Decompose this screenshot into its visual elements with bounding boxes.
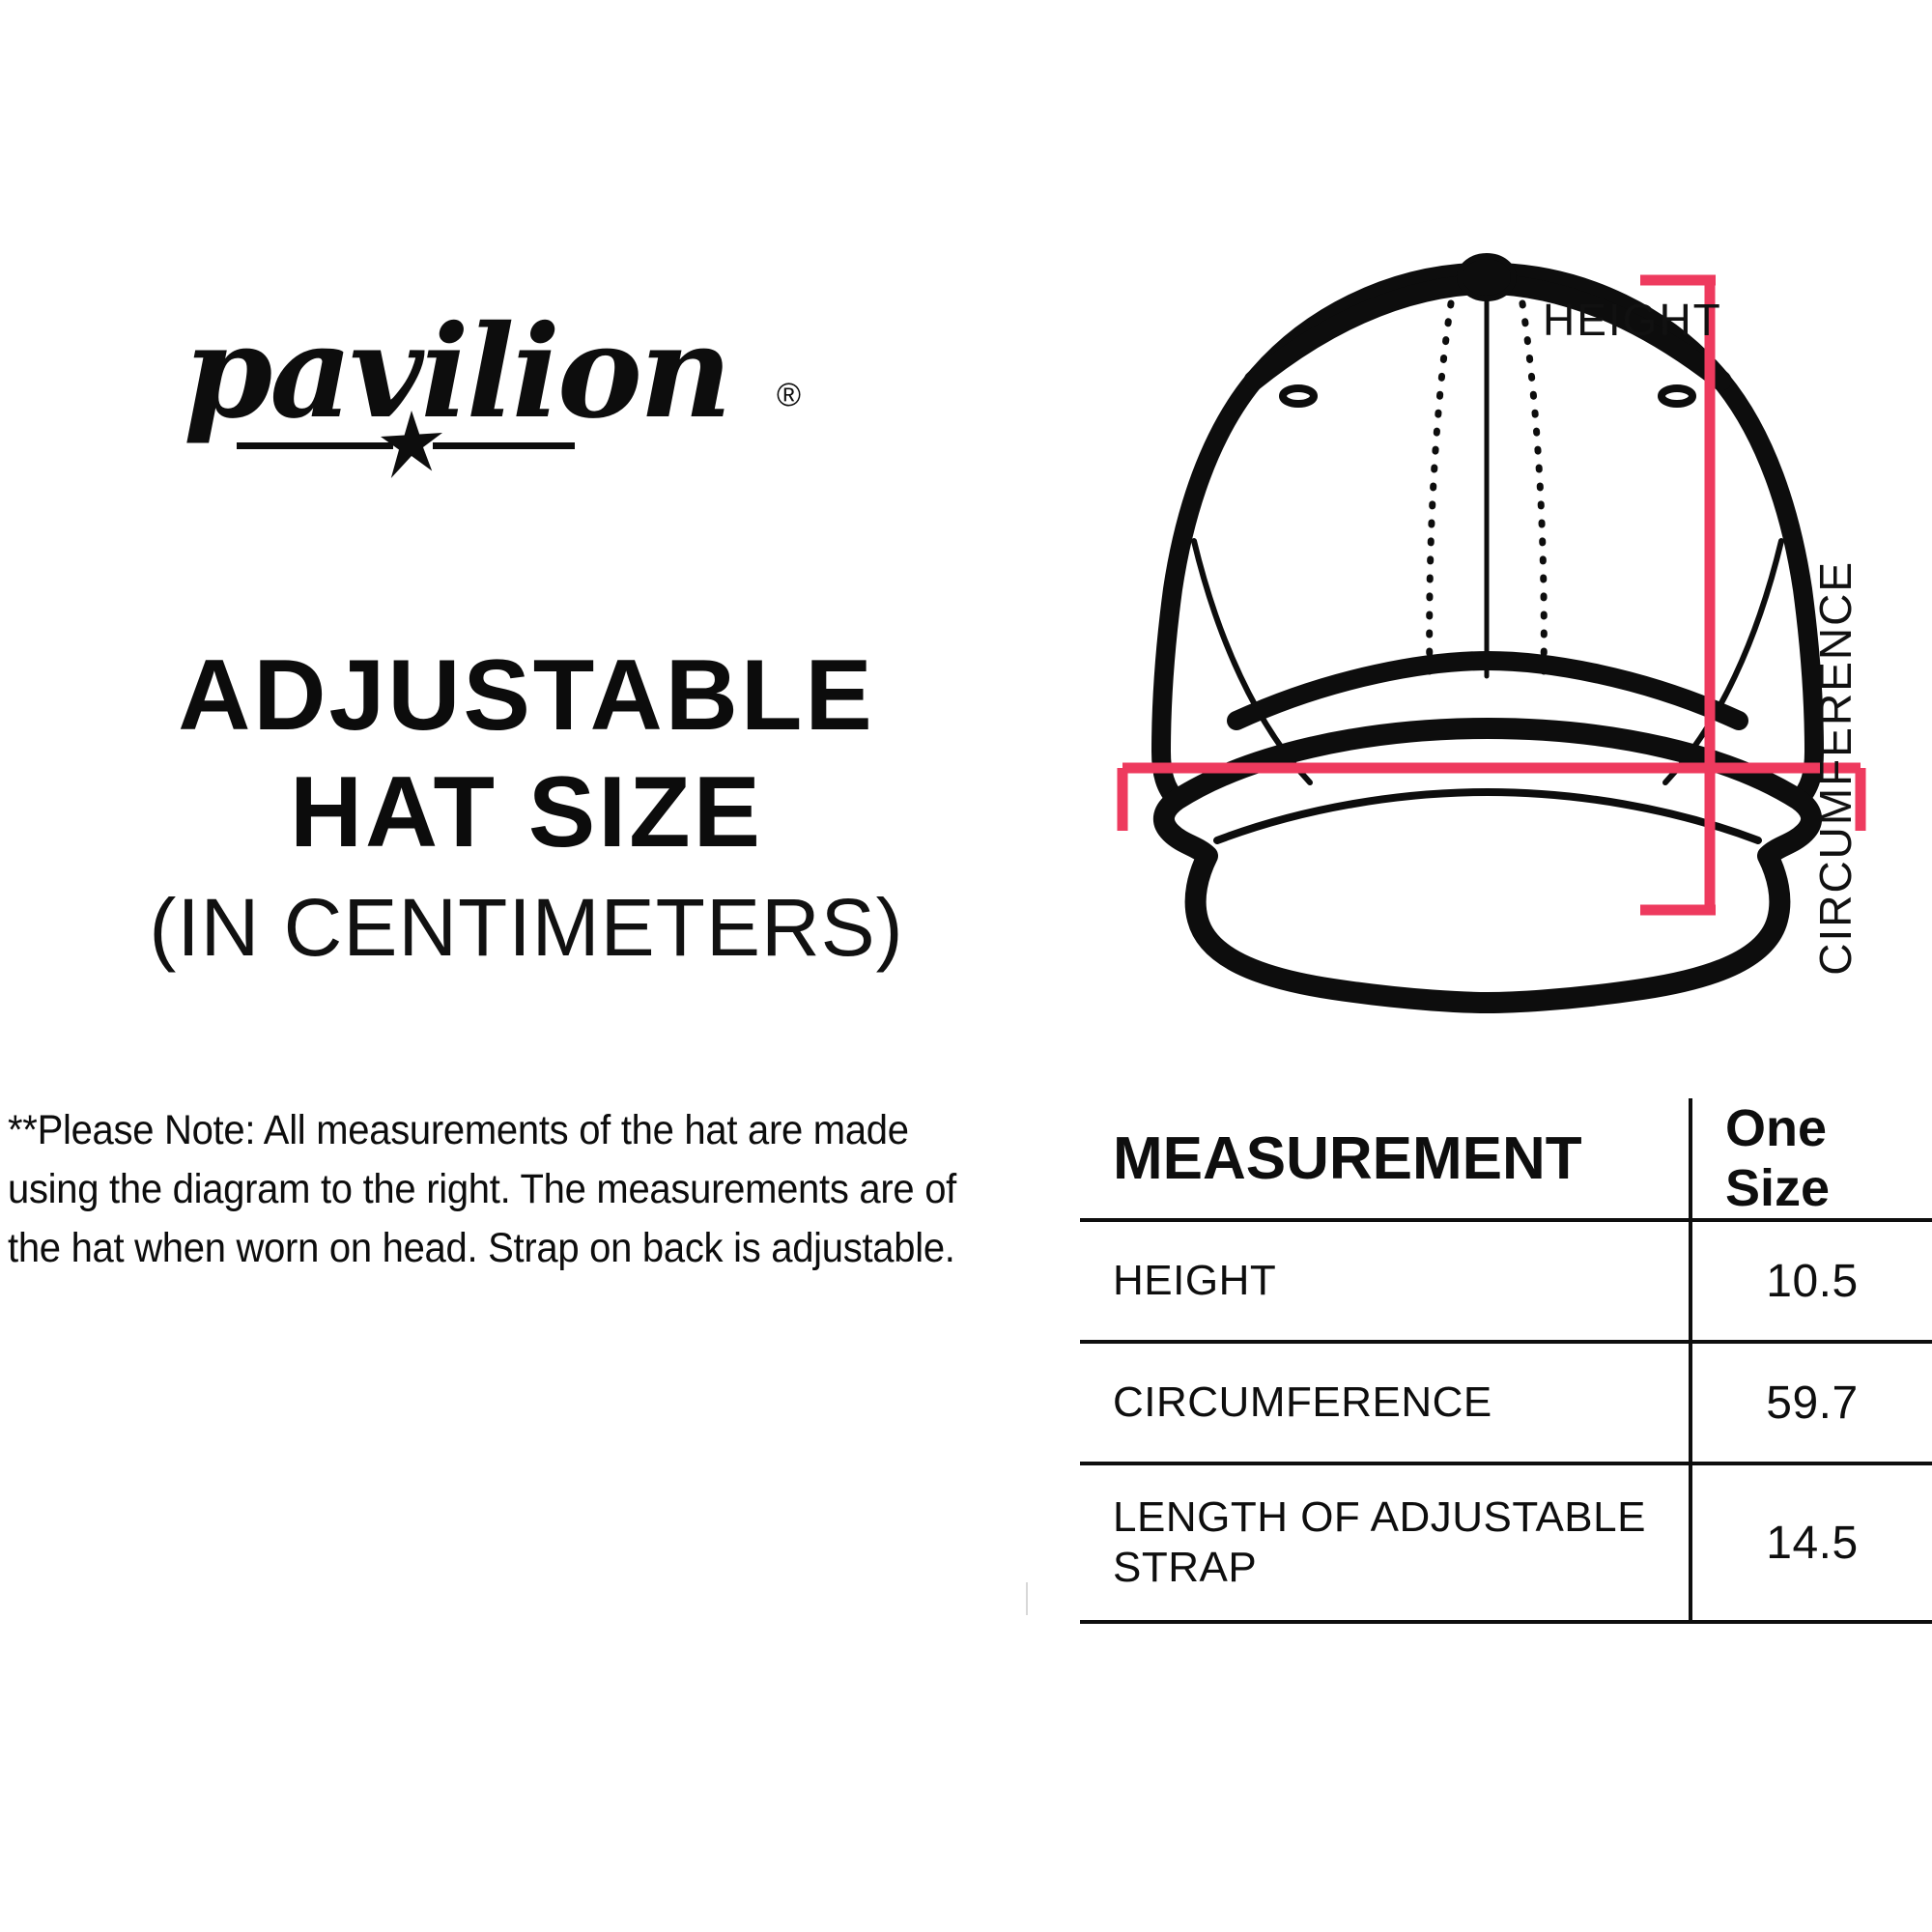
table-row: CIRCUMFERENCE 59.7 xyxy=(1080,1340,1932,1465)
page-title-line-1: ADJUSTABLE xyxy=(178,639,875,752)
table-row: LENGTH OF ADJUSTABLE STRAP 14.5 xyxy=(1080,1462,1932,1624)
table-row: HEIGHT 10.5 xyxy=(1080,1220,1932,1344)
table-cell-value-height: 10.5 xyxy=(1689,1220,1932,1344)
page-subtitle: (IN CENTIMETERS) xyxy=(149,882,904,974)
registered-trademark-icon: ® xyxy=(777,377,802,413)
table-header-row: MEASUREMENT One Size xyxy=(1080,1098,1932,1222)
table-cell-measurement-height: HEIGHT xyxy=(1080,1220,1692,1344)
logo-rule-right xyxy=(433,442,575,449)
size-table: MEASUREMENT One Size HEIGHT 10.5 CIRCUMF… xyxy=(1080,1098,1932,1624)
logo-rule-left xyxy=(237,442,393,449)
page-title-block: ADJUSTABLE HAT SIZE (IN CENTIMETERS) xyxy=(0,638,1053,978)
table-cell-measurement-strap-line-2: STRAP xyxy=(1113,1544,1258,1591)
page-title-line-2: HAT SIZE xyxy=(289,755,764,868)
table-cell-value-strap: 14.5 xyxy=(1689,1462,1932,1624)
please-note-text: **Please Note: All measurements of the h… xyxy=(8,1107,956,1272)
table-cell-value-circumference: 59.7 xyxy=(1689,1340,1932,1465)
diagram-height-label: HEIGHT xyxy=(1543,295,1722,345)
baseball-cap-diagram-icon xyxy=(1101,222,1932,1014)
table-header-one-size: One Size xyxy=(1689,1098,1932,1222)
brand-wordmark: pavilion xyxy=(184,298,732,447)
diagram-circumference-label: CIRCUMFERENCE xyxy=(1809,145,1861,976)
diagram-circumference-label-text: CIRCUMFERENCE xyxy=(1810,560,1861,976)
size-table-container: MEASUREMENT One Size HEIGHT 10.5 CIRCUMF… xyxy=(1080,1098,1932,1639)
column-divider xyxy=(1026,1582,1028,1615)
star-icon xyxy=(381,411,442,478)
table-header-measurement: MEASUREMENT xyxy=(1080,1098,1692,1222)
table-cell-measurement-strap-line-1: LENGTH OF ADJUSTABLE xyxy=(1113,1493,1646,1542)
left-column: pavilion ® ADJUSTABLE HAT SIZE (IN CENTI… xyxy=(0,298,1053,1615)
table-cell-measurement-strap: LENGTH OF ADJUSTABLE STRAP xyxy=(1080,1462,1692,1624)
table-cell-measurement-circumference: CIRCUMFERENCE xyxy=(1080,1340,1692,1465)
